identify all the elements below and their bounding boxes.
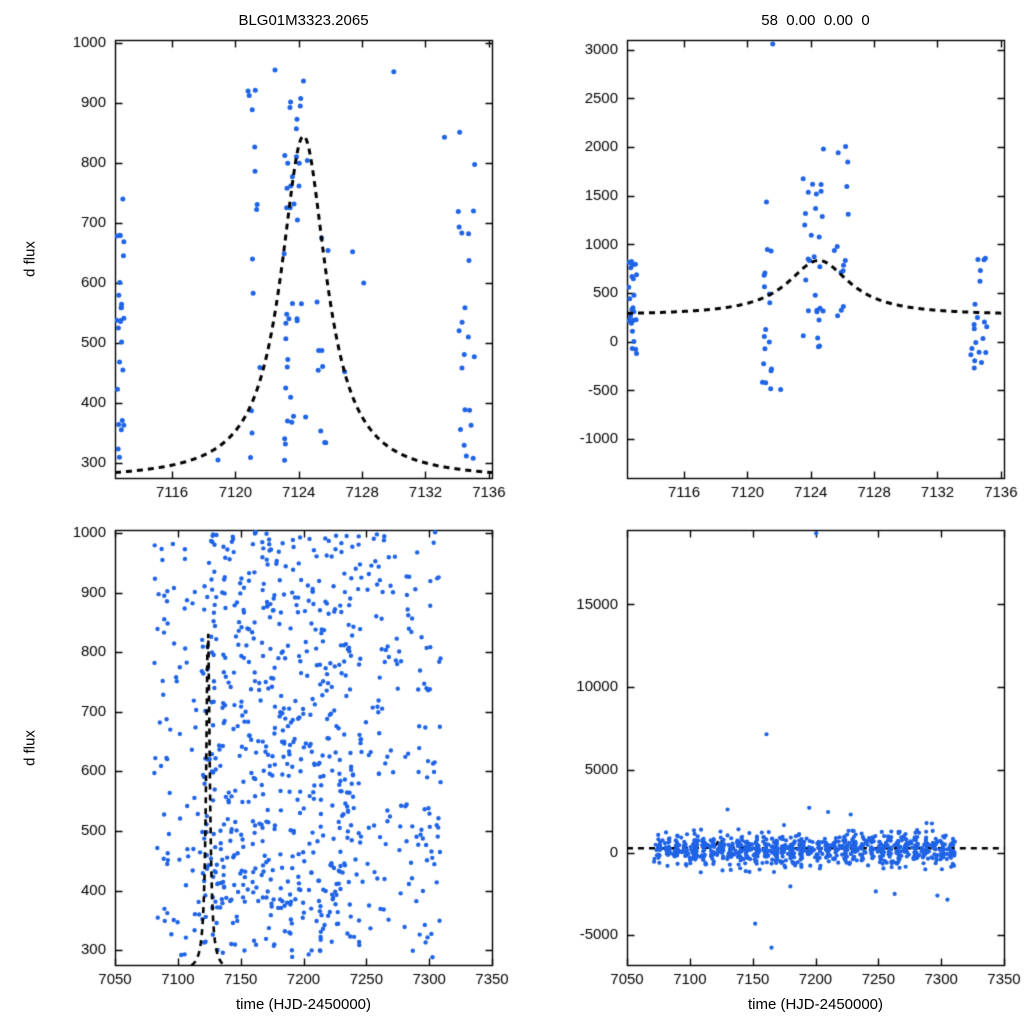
panel-top-left: BLG01M3323.2065 d flux: [0, 0, 512, 512]
x-axis-label-bottom-right: time (HJD-2450000): [747, 996, 884, 1013]
chart-title-top-left: BLG01M3323.2065: [238, 12, 369, 29]
y-axis-label-bottom-left: d flux: [21, 730, 39, 766]
chart-title-top-right: 58 0.00 0.00 0: [761, 12, 870, 29]
scatter-plot-canvas-top-right: [512, 0, 1024, 512]
panel-top-right: 58 0.00 0.00 0: [512, 0, 1024, 512]
scatter-plot-canvas-top-left: [0, 0, 512, 512]
scatter-plot-canvas-bottom-left: [0, 512, 512, 1024]
scatter-plot-canvas-bottom-right: [512, 512, 1024, 1024]
panel-bottom-left: d flux time (HJD-2450000): [0, 512, 512, 1024]
y-axis-label-top-left: d flux: [21, 241, 39, 277]
panel-bottom-right: time (HJD-2450000): [512, 512, 1024, 1024]
x-axis-label-bottom-left: time (HJD-2450000): [235, 996, 372, 1013]
